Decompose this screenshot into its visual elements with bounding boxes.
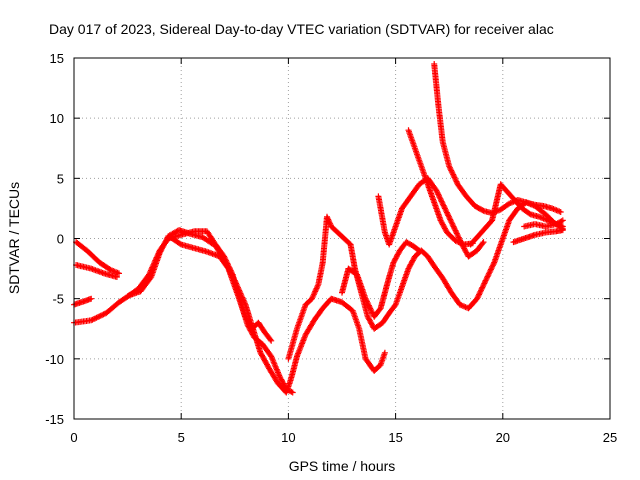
x-tick-label: 25 (603, 430, 617, 445)
plus-marker (479, 240, 486, 247)
data-points (71, 61, 566, 396)
y-axis-label: SDTVAR / TECUs (6, 182, 22, 294)
series-track-2 (73, 262, 120, 280)
plus-marker (99, 312, 106, 319)
plus-marker (559, 217, 566, 224)
plus-marker (557, 209, 564, 215)
series-track-13 (510, 227, 566, 246)
x-tick-label: 15 (388, 430, 402, 445)
x-axis-label: GPS time / hours (289, 458, 396, 474)
plus-marker (480, 239, 487, 246)
plus-marker (381, 349, 388, 356)
plus-marker (289, 389, 296, 396)
series-track-12 (467, 181, 566, 248)
y-tick-label: -10 (45, 352, 64, 367)
plus-marker (526, 210, 533, 217)
x-tick-label: 5 (178, 430, 185, 445)
series-track-1 (73, 239, 122, 277)
axis-ticks: 0 5 10 15 20 25 -15 -10 -5 0 5 10 15 (45, 51, 617, 445)
series-track-6 (167, 234, 275, 344)
chart-title: Day 017 of 2023, Sidereal Day-to-day VTE… (49, 21, 554, 37)
plus-marker (267, 336, 274, 343)
y-tick-label: 5 (57, 171, 64, 186)
series-track-8 (339, 239, 423, 320)
series-track-14 (521, 217, 566, 230)
plus-marker (96, 313, 103, 320)
y-tick-label: -5 (52, 292, 64, 307)
plus-marker (416, 247, 423, 254)
y-tick-label: 0 (57, 232, 64, 247)
plus-marker (88, 295, 95, 302)
plus-marker (559, 227, 566, 234)
plus-marker (489, 262, 496, 269)
plus-marker (268, 337, 275, 344)
y-tick-label: 15 (50, 51, 64, 66)
y-tick-label: 10 (50, 111, 64, 126)
plus-marker (116, 270, 122, 277)
x-tick-label: 20 (496, 430, 510, 445)
x-tick-label: 10 (281, 430, 295, 445)
series-track-3 (71, 295, 95, 308)
plus-marker (434, 188, 440, 195)
plus-marker (558, 218, 565, 225)
plus-marker (288, 388, 295, 395)
plus-marker (415, 246, 422, 253)
plus-marker (113, 274, 120, 280)
plus-marker (445, 212, 452, 219)
y-tick-label: -15 (45, 412, 64, 427)
x-tick-label: 0 (70, 430, 77, 445)
series-track-4 (71, 227, 388, 396)
